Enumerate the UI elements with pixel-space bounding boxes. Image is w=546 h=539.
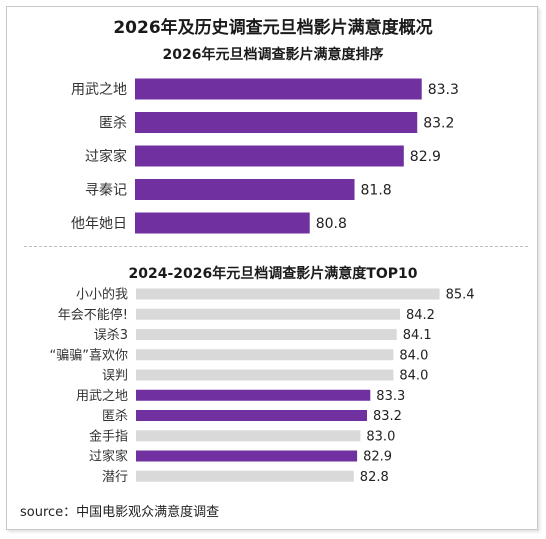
chart-1-category-label: 匿杀 — [99, 116, 127, 132]
chart-2-value-label: 84.0 — [399, 348, 428, 363]
chart-2-value-label: 85.4 — [446, 288, 475, 303]
chart-2-bar-7 — [136, 410, 367, 421]
chart-2-value-label: 84.0 — [399, 369, 428, 384]
chart-1-bar-2 — [135, 112, 418, 133]
chart-2-value-label: 84.2 — [406, 308, 435, 323]
chart-2-category-label: 用武之地 — [76, 389, 128, 404]
source-note: source：中国电影观众满意度调查 — [20, 505, 220, 520]
chart-1-bar-4 — [135, 179, 355, 200]
chart-2-category-label: 误杀3 — [94, 328, 128, 343]
chart-2-bar-8 — [136, 430, 361, 442]
chart-2-category-label: 匿杀 — [102, 409, 128, 424]
chart-1-title: 2026年元旦档调查影片满意度排序 — [162, 47, 384, 63]
chart-1-category-label: 他年她日 — [71, 216, 127, 232]
chart-1-value-label: 83.2 — [423, 116, 454, 132]
chart-1-bar-1 — [135, 78, 422, 100]
chart-1-value-label: 83.3 — [428, 82, 459, 98]
chart-2-category-label: 过家家 — [89, 449, 128, 465]
chart-2-category-label: 误判 — [102, 369, 128, 384]
main-title: 2026年及历史调查元旦档影片满意度概况 — [113, 18, 433, 38]
chart-1-category-label: 用武之地 — [71, 82, 127, 98]
chart-2-bar-5 — [136, 369, 394, 381]
chart-2-bar-3 — [136, 329, 397, 340]
chart-1-value-label: 82.9 — [410, 149, 441, 165]
chart-2-category-label: “骗骗”喜欢你 — [50, 348, 128, 363]
chart-2-category-label: 潜行 — [102, 470, 128, 485]
chart-2-value-label: 83.3 — [376, 389, 405, 404]
chart-2-value-label: 84.1 — [403, 328, 432, 343]
chart-2-bar-1 — [136, 288, 440, 300]
chart-1-bar-3 — [135, 145, 404, 167]
chart-2-value-label: 83.2 — [373, 409, 402, 424]
chart-1-bar-5 — [135, 212, 310, 234]
chart-1-category-label: 寻秦记 — [85, 183, 127, 199]
chart-2-title: 2024-2026年元旦档调查影片满意度TOP10 — [128, 266, 418, 282]
chart-1-value-label: 81.8 — [361, 183, 392, 199]
chart-2-bar-4 — [136, 349, 394, 361]
chart-2-category-label: 小小的我 — [76, 287, 128, 303]
chart-2-value-label: 83.0 — [366, 429, 395, 444]
chart-2-category-label: 年会不能停! — [58, 307, 128, 323]
chart-2-bar-10 — [136, 470, 354, 482]
chart-2-category-label: 金手指 — [89, 428, 128, 444]
chart-1-category-label: 过家家 — [85, 148, 127, 165]
chart-2-value-label: 82.9 — [363, 450, 392, 465]
chart-1-value-label: 80.8 — [316, 216, 347, 232]
chart-2-bar-9 — [136, 450, 358, 462]
section-divider — [24, 246, 528, 247]
chart-2-bar-2 — [136, 308, 400, 320]
chart-2-bar-6 — [136, 389, 371, 401]
chart-2-value-label: 82.8 — [360, 470, 389, 485]
